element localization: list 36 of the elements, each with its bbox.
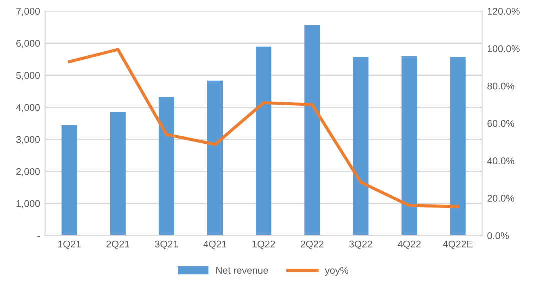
y2-tick-label: 100.0% (488, 45, 520, 52)
legend-label: yoy% (325, 267, 349, 276)
line-series (68, 48, 460, 208)
y-tick-label: 1,000 (16, 200, 40, 208)
bar (450, 57, 466, 236)
y-tick-label: 4,000 (16, 104, 40, 112)
bar (208, 80, 224, 236)
bar (353, 57, 369, 236)
y2-tick-label: 40.0% (487, 158, 514, 165)
x-tick-label: 3Q21 (155, 240, 178, 250)
y-tick-label: 6,000 (16, 40, 40, 48)
x-tick-label: 3Q22 (349, 240, 372, 250)
bar (304, 25, 320, 236)
x-tick-label: 1Q21 (58, 240, 82, 250)
x-tick-label: 4Q21 (204, 240, 227, 250)
y2-tick-label: 120.0% (488, 8, 520, 15)
y-tick-label: 2,000 (16, 168, 40, 176)
x-tick-label: 2Q22 (300, 240, 324, 250)
y2-tick-label: 80.0% (488, 82, 514, 90)
x-tick-label: 1Q22 (252, 240, 276, 250)
y2-tick-label: 60.0% (488, 120, 514, 128)
y-tick-label: 5,000 (16, 72, 40, 80)
y2-tick-label: 20.0% (488, 195, 514, 202)
bar (158, 97, 174, 236)
legend-label: Net revenue (216, 267, 268, 274)
x-tick-label: 4Q22 (398, 240, 421, 250)
y-tick-label: - (38, 236, 40, 238)
bar (62, 125, 78, 236)
bar (402, 56, 418, 236)
y2-tick-label: 0.0% (488, 232, 510, 240)
x-tick-label: 2Q21 (106, 240, 130, 250)
bar (256, 46, 272, 236)
y-tick-label: 7,000 (16, 8, 40, 16)
x-tick-label: 4Q22E (443, 240, 473, 250)
y-tick-label: 3,000 (16, 136, 40, 144)
bar (110, 112, 126, 236)
